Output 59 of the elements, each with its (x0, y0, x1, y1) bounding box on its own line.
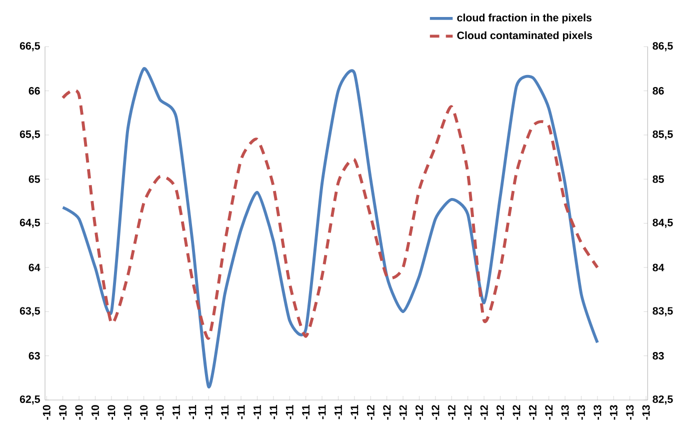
y-tick-label: 65,5 (20, 130, 40, 140)
y2-tick-label: 86 (652, 87, 664, 95)
x-tick-label: -11 (188, 405, 196, 420)
y-tick-label: 64 (28, 264, 40, 272)
x-tick-label: -13 (626, 405, 634, 420)
x-tick-label: -12 (383, 405, 391, 420)
x-tick-label: -10 (140, 405, 148, 420)
legend-label: Cloud contaminated pixels (457, 31, 592, 42)
x-tick-label: -11 (286, 405, 294, 420)
y2-tick-label: 85,5 (652, 130, 673, 140)
y2-tick-label: 84 (652, 264, 664, 272)
x-tick-label: -11 (334, 405, 342, 420)
x-tick-label: -13 (594, 405, 602, 420)
x-tick-label: -11 (204, 405, 212, 420)
y-tick-label: 64,5 (20, 218, 40, 228)
x-tick-label: -12 (545, 405, 553, 420)
y2-tick-label: 83 (652, 352, 664, 360)
y-tick-label: 66 (28, 87, 40, 95)
x-tick-label: -11 (350, 405, 358, 420)
legend-label: cloud fraction in the pixels (457, 14, 592, 24)
x-tick-label: -10 (108, 405, 116, 420)
y2-tick-label: 82,5 (652, 395, 673, 405)
x-tick-label: -10 (75, 405, 83, 420)
x-tick-label: -12 (432, 405, 440, 420)
x-tick-label: -12 (528, 405, 536, 420)
x-tick-label: -11 (318, 405, 326, 420)
x-tick-label: -12 (464, 405, 472, 420)
x-tick-label: -11 (302, 405, 310, 420)
x-tick-label: -12 (399, 405, 407, 420)
x-tick-label: -11 (254, 405, 261, 420)
x-tick-label: -11 (237, 405, 245, 420)
x-tick-label: -13 (561, 405, 569, 420)
x-tick-label: -10 (59, 405, 67, 420)
x-tick-label: -11 (221, 405, 228, 420)
x-tick-label: -11 (270, 405, 278, 420)
y-tick-label: 63 (28, 352, 40, 360)
x-tick-label: -12 (512, 405, 520, 420)
x-tick-label: -13 (610, 405, 618, 420)
y2-tick-label: 86,5 (652, 42, 673, 52)
y2-tick-label: 83,5 (652, 307, 673, 316)
x-tick-label: -11 (172, 405, 180, 420)
x-tick-label: -13 (642, 405, 650, 420)
x-tick-label: -12 (416, 405, 423, 420)
y-tick-label: 66,5 (20, 42, 40, 52)
x-tick-label: -10 (42, 405, 50, 420)
x-tick-label: -12 (448, 405, 456, 420)
x-tick-label: -12 (496, 405, 504, 420)
y2-tick-label: 85 (652, 175, 664, 183)
y2-tick-label: 84,5 (652, 218, 673, 228)
x-tick-label: -10 (156, 405, 164, 420)
y-tick-label: 65 (28, 175, 40, 183)
x-tick-label: -10 (124, 405, 132, 420)
x-tick-label: -12 (480, 405, 488, 420)
line-series (61, 67, 599, 388)
y-tick-label: 62,5 (20, 395, 40, 405)
x-tick-label: -10 (91, 405, 100, 420)
x-tick-label: -13 (577, 405, 586, 420)
x-tick-label: -12 (366, 405, 374, 420)
y-tick-label: 63,5 (20, 307, 40, 316)
